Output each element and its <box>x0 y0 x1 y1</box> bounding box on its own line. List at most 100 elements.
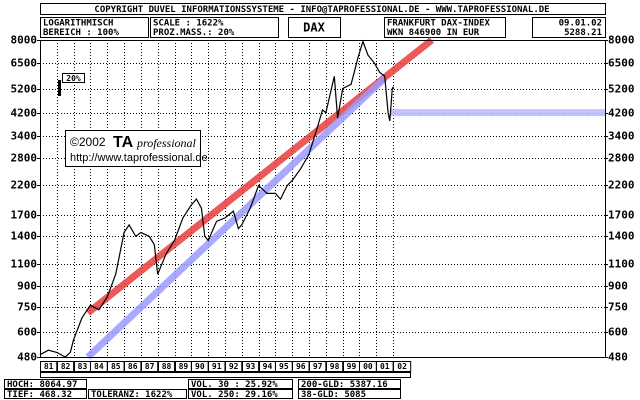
header-box <box>40 3 606 15</box>
x-tick-cell <box>141 361 159 372</box>
stat-box <box>298 389 401 399</box>
y-tick-label: 1400 <box>11 230 38 243</box>
x-tick-cell <box>57 361 75 372</box>
mode-box <box>40 17 149 38</box>
x-tick-label: 82 <box>61 362 71 371</box>
price-line <box>39 39 395 358</box>
symbol: DAX <box>303 21 325 35</box>
y-tick-label: 1100 <box>608 258 635 271</box>
stat-tolerance: TOLERANZ: 1622% <box>91 390 173 400</box>
scale-mode: LOGARITHMISCH <box>43 19 113 29</box>
x-tick-label: 87 <box>145 362 155 371</box>
y-tick-label: 480 <box>608 351 628 364</box>
x-tick-cell <box>40 361 58 372</box>
y-tick-label: 750 <box>17 301 37 314</box>
watermark-brand: TA <box>113 134 134 151</box>
y-tick-label: 6500 <box>11 57 38 70</box>
y-tick-label: 2200 <box>608 179 635 192</box>
stat-box <box>4 379 87 389</box>
stat-box <box>88 389 187 399</box>
x-tick-cell <box>326 361 344 372</box>
x-tick-cell <box>158 361 176 372</box>
marker-box <box>62 73 85 83</box>
y-tick-label: 480 <box>17 351 37 364</box>
exchange: FRANKFURT DAX-INDEX <box>387 19 491 29</box>
x-tick-label: 83 <box>78 362 88 371</box>
y-tick-label: 5200 <box>11 83 38 96</box>
stat-box <box>298 379 401 389</box>
x-tick-label: 94 <box>263 362 273 371</box>
scale-marker: 20% <box>66 74 81 83</box>
y-tick-label: 900 <box>608 280 628 293</box>
y-tick-label: 4200 <box>608 107 635 120</box>
x-tick-label: 91 <box>212 362 222 371</box>
y-tick-label: 1100 <box>11 258 38 271</box>
symbol-box <box>288 17 341 38</box>
x-tick-cell <box>393 361 412 372</box>
date-box <box>532 17 606 38</box>
stat-high: HOCH: 8064.97 <box>7 380 77 390</box>
x-tick-label: 84 <box>94 362 104 371</box>
y-tick-label: 8000 <box>11 34 38 47</box>
y-tick-label: 600 <box>608 326 628 339</box>
x-tick-label: 01 <box>380 362 390 371</box>
scale-box <box>150 17 279 38</box>
x-tick-label: 90 <box>195 362 205 371</box>
plot-frame <box>40 40 606 358</box>
wkn: WKN 846900 IN EUR <box>387 28 480 38</box>
stat-low: TIEF: 468.32 <box>7 390 72 400</box>
y-tick-label: 1700 <box>11 209 38 222</box>
trend-line <box>85 75 388 360</box>
stat-vol250: VOL. 250: 29.16% <box>191 390 278 400</box>
stat-box <box>188 389 293 399</box>
stat-box <box>188 379 293 389</box>
exchange-box <box>384 17 506 38</box>
marker-bar <box>58 80 61 96</box>
y-tick-label: 1400 <box>608 230 635 243</box>
range: BEREICH : 100% <box>43 28 119 38</box>
y-tick-label: 2200 <box>11 179 38 192</box>
x-tick-label: 86 <box>128 362 138 371</box>
x-tick-label: 97 <box>313 362 323 371</box>
stat-box <box>4 389 87 399</box>
last-price: 5288.21 <box>564 28 602 38</box>
y-tick-label: 900 <box>17 280 37 293</box>
watermark-box <box>65 130 201 167</box>
x-tick-label: 00 <box>363 362 373 371</box>
x-tick-cell <box>225 361 243 372</box>
copyright: COPYRIGHT DUVEL INFORMATIONSSYSTEME - IN… <box>94 5 549 15</box>
x-tick-label: 92 <box>229 362 239 371</box>
y-tick-label: 3400 <box>608 130 635 143</box>
x-tick-label: 99 <box>347 362 357 371</box>
watermark-brand-sub: professional <box>136 136 197 150</box>
y-tick-label: 750 <box>608 301 628 314</box>
watermark-copy: ©2002 <box>70 135 106 149</box>
stat-gld200: 200-GLD: 5387.16 <box>301 380 388 390</box>
y-tick-label: 3400 <box>11 130 38 143</box>
x-tick-label: 81 <box>44 362 54 371</box>
date: 09.01.02 <box>559 19 602 29</box>
y-tick-label: 4200 <box>11 107 38 120</box>
plot-border <box>40 40 606 358</box>
x-tick-label: 98 <box>330 362 340 371</box>
x-tick-cell <box>242 361 260 372</box>
x-tick-cell <box>208 361 226 372</box>
stat-gld38: 38-GLD: 5085 <box>301 390 366 400</box>
x-tick-label: 93 <box>246 362 256 371</box>
x-tick-cell <box>309 361 327 372</box>
x-tick-cell <box>124 361 142 372</box>
y-tick-label: 2800 <box>11 152 38 165</box>
y-tick-label: 600 <box>17 326 37 339</box>
y-tick-label: 5200 <box>608 83 635 96</box>
blank-row <box>40 372 411 378</box>
y-tick-label: 8000 <box>608 34 635 47</box>
stat-vol30: VOL. 30 : 25.92% <box>191 380 278 390</box>
x-tick-label: 89 <box>179 362 189 371</box>
y-tick-label: 1700 <box>608 209 635 222</box>
x-tick-label: 88 <box>162 362 172 371</box>
plot-area: 8000 8000 6500 6500 5200 5200 4200 4200 3400 3400… <box>11 34 635 372</box>
x-tick-label: 02 <box>397 362 407 371</box>
y-tick-label: 2800 <box>608 152 635 165</box>
watermark-url: http://www.taprofessional.de <box>70 152 208 164</box>
x-tick-label: 85 <box>111 362 121 371</box>
